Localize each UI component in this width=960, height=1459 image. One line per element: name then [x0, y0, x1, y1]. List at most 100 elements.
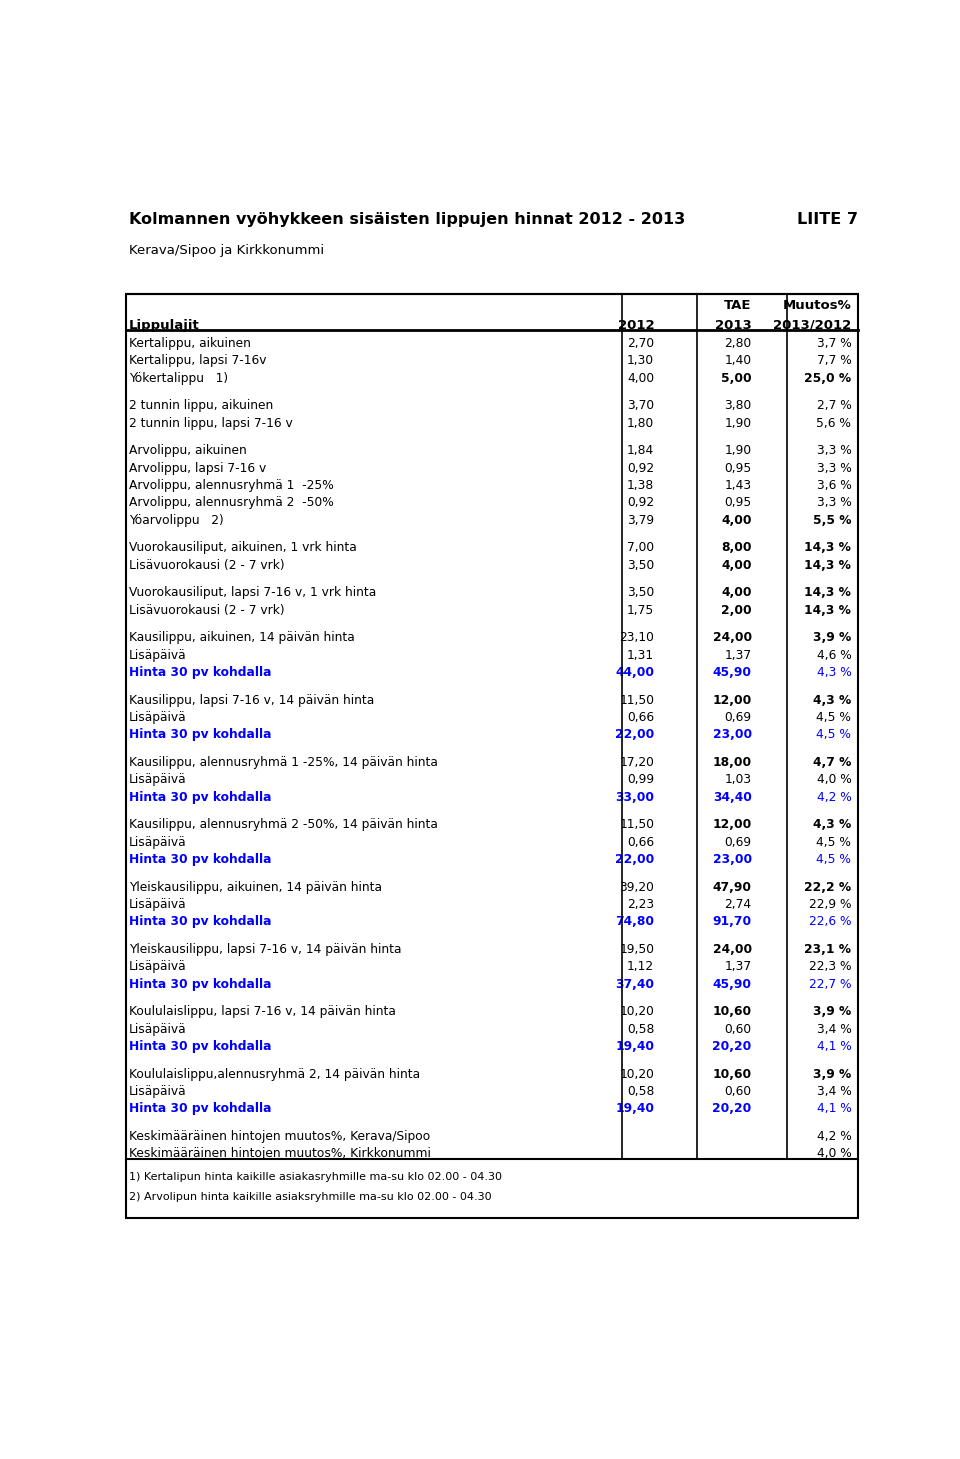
Text: 3,7 %: 3,7 %: [817, 337, 852, 350]
Text: 39,20: 39,20: [619, 881, 654, 893]
Text: 4,5 %: 4,5 %: [816, 711, 852, 724]
Text: 4,3 %: 4,3 %: [813, 693, 852, 706]
Text: 4,1 %: 4,1 %: [817, 1103, 852, 1116]
Text: 3,80: 3,80: [725, 400, 752, 413]
Text: Lisävuorokausi (2 - 7 vrk): Lisävuorokausi (2 - 7 vrk): [129, 604, 284, 617]
Text: 4,0 %: 4,0 %: [817, 773, 852, 786]
Text: 1,90: 1,90: [725, 417, 752, 429]
Text: 2 tunnin lippu, aikuinen: 2 tunnin lippu, aikuinen: [129, 400, 274, 413]
Text: 14,3 %: 14,3 %: [804, 604, 852, 617]
Text: 91,70: 91,70: [712, 915, 752, 928]
Text: 23,10: 23,10: [619, 632, 654, 645]
Text: 2013: 2013: [715, 320, 752, 331]
Text: Keskimääräinen hintojen muutos%, Kerava/Sipoo: Keskimääräinen hintojen muutos%, Kerava/…: [129, 1129, 430, 1142]
Text: 0,95: 0,95: [725, 461, 752, 474]
Text: Hinta 30 pv kohdalla: Hinta 30 pv kohdalla: [129, 978, 272, 991]
Text: Kausilippu, alennusryhmä 1 -25%, 14 päivän hinta: Kausilippu, alennusryhmä 1 -25%, 14 päiv…: [129, 756, 438, 769]
Text: 2012: 2012: [617, 320, 654, 331]
Text: 2,74: 2,74: [725, 897, 752, 910]
Text: 1,84: 1,84: [627, 444, 654, 457]
Text: 74,80: 74,80: [615, 915, 654, 928]
Text: 4,00: 4,00: [627, 372, 654, 385]
Text: 1,37: 1,37: [725, 649, 752, 661]
Text: 7,7 %: 7,7 %: [817, 355, 852, 368]
Text: Lisävuorokausi (2 - 7 vrk): Lisävuorokausi (2 - 7 vrk): [129, 559, 284, 572]
Text: Koululaislippu, lapsi 7-16 v, 14 päivän hinta: Koululaislippu, lapsi 7-16 v, 14 päivän …: [129, 1005, 396, 1018]
Text: Muutos%: Muutos%: [782, 299, 852, 312]
Text: 22,9 %: 22,9 %: [809, 897, 852, 910]
Text: 1,38: 1,38: [627, 479, 654, 492]
Text: Kertalippu, lapsi 7-16v: Kertalippu, lapsi 7-16v: [129, 355, 267, 368]
Text: Yökertalippu   1): Yökertalippu 1): [129, 372, 228, 385]
Text: 22,00: 22,00: [615, 854, 654, 867]
Text: 3,70: 3,70: [627, 400, 654, 413]
Text: 3,3 %: 3,3 %: [817, 496, 852, 509]
Text: 22,2 %: 22,2 %: [804, 881, 852, 893]
Text: Lippulajit: Lippulajit: [129, 320, 200, 331]
Text: Hinta 30 pv kohdalla: Hinta 30 pv kohdalla: [129, 1040, 272, 1053]
Text: 0,92: 0,92: [627, 461, 654, 474]
Text: Hinta 30 pv kohdalla: Hinta 30 pv kohdalla: [129, 728, 272, 741]
Text: Lisäpäivä: Lisäpäivä: [129, 960, 186, 973]
Text: 1,43: 1,43: [725, 479, 752, 492]
Text: 20,20: 20,20: [712, 1103, 752, 1116]
Text: 23,00: 23,00: [712, 728, 752, 741]
Text: 2,7 %: 2,7 %: [817, 400, 852, 413]
Text: Kerava/Sipoo ja Kirkkonummi: Kerava/Sipoo ja Kirkkonummi: [129, 244, 324, 257]
Text: 22,3 %: 22,3 %: [809, 960, 852, 973]
Text: 4,2 %: 4,2 %: [817, 1129, 852, 1142]
Text: 10,60: 10,60: [712, 1005, 752, 1018]
Text: TAE: TAE: [724, 299, 752, 312]
Text: Hinta 30 pv kohdalla: Hinta 30 pv kohdalla: [129, 665, 272, 678]
Text: Arvolippu, alennusryhmä 2  -50%: Arvolippu, alennusryhmä 2 -50%: [129, 496, 334, 509]
Text: 12,00: 12,00: [712, 693, 752, 706]
Text: 22,00: 22,00: [615, 728, 654, 741]
Text: 0,69: 0,69: [725, 836, 752, 849]
Text: 0,66: 0,66: [627, 836, 654, 849]
Text: 4,00: 4,00: [721, 514, 752, 527]
Text: Lisäpäivä: Lisäpäivä: [129, 773, 186, 786]
Text: 3,50: 3,50: [627, 587, 654, 600]
Text: 22,7 %: 22,7 %: [809, 978, 852, 991]
Text: 1,12: 1,12: [627, 960, 654, 973]
Text: 2,70: 2,70: [627, 337, 654, 350]
Text: 37,40: 37,40: [615, 978, 654, 991]
Text: Hinta 30 pv kohdalla: Hinta 30 pv kohdalla: [129, 915, 272, 928]
Text: 3,9 %: 3,9 %: [813, 1005, 852, 1018]
Text: Hinta 30 pv kohdalla: Hinta 30 pv kohdalla: [129, 1103, 272, 1116]
Text: 5,5 %: 5,5 %: [813, 514, 852, 527]
Text: 11,50: 11,50: [619, 818, 654, 832]
Text: 24,00: 24,00: [712, 632, 752, 645]
Text: Arvolippu, aikuinen: Arvolippu, aikuinen: [129, 444, 247, 457]
Text: 4,5 %: 4,5 %: [816, 728, 852, 741]
Text: 4,2 %: 4,2 %: [817, 791, 852, 804]
Text: 22,6 %: 22,6 %: [809, 915, 852, 928]
Text: 3,3 %: 3,3 %: [817, 444, 852, 457]
Text: 1,37: 1,37: [725, 960, 752, 973]
Text: 24,00: 24,00: [712, 943, 752, 956]
Text: 2 tunnin lippu, lapsi 7-16 v: 2 tunnin lippu, lapsi 7-16 v: [129, 417, 293, 429]
Text: 12,00: 12,00: [712, 818, 752, 832]
Text: 1) Kertalipun hinta kaikille asiakasryhmille ma-su klo 02.00 - 04.30: 1) Kertalipun hinta kaikille asiakasryhm…: [129, 1172, 502, 1182]
Text: 2,80: 2,80: [725, 337, 752, 350]
Text: 10,60: 10,60: [712, 1068, 752, 1081]
Text: Keskimääräinen hintojen muutos%, Kirkkonummi: Keskimääräinen hintojen muutos%, Kirkkon…: [129, 1147, 431, 1160]
Text: 18,00: 18,00: [712, 756, 752, 769]
Text: Kausilippu, lapsi 7-16 v, 14 päivän hinta: Kausilippu, lapsi 7-16 v, 14 päivän hint…: [129, 693, 374, 706]
Text: 1,31: 1,31: [627, 649, 654, 661]
Text: 45,90: 45,90: [712, 665, 752, 678]
Text: 3,79: 3,79: [627, 514, 654, 527]
Text: 2013/2012: 2013/2012: [773, 320, 852, 331]
Text: 1,90: 1,90: [725, 444, 752, 457]
Text: 1,80: 1,80: [627, 417, 654, 429]
Text: 3,4 %: 3,4 %: [817, 1085, 852, 1099]
Text: 10,20: 10,20: [619, 1068, 654, 1081]
Text: 34,40: 34,40: [712, 791, 752, 804]
Text: 45,90: 45,90: [712, 978, 752, 991]
Text: 4,1 %: 4,1 %: [817, 1040, 852, 1053]
Text: 2,23: 2,23: [627, 897, 654, 910]
Text: Kausilippu, alennusryhmä 2 -50%, 14 päivän hinta: Kausilippu, alennusryhmä 2 -50%, 14 päiv…: [129, 818, 438, 832]
Text: Hinta 30 pv kohdalla: Hinta 30 pv kohdalla: [129, 791, 272, 804]
Text: Kertalippu, aikuinen: Kertalippu, aikuinen: [129, 337, 251, 350]
Text: Kausilippu, aikuinen, 14 päivän hinta: Kausilippu, aikuinen, 14 päivän hinta: [129, 632, 354, 645]
